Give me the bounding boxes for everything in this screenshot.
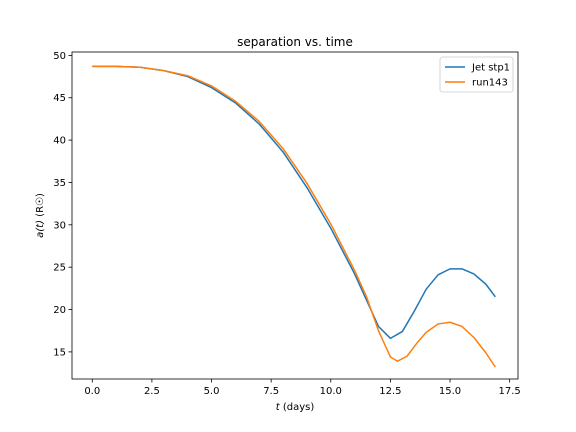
y-axis-label: a(t) (R☉) [35, 193, 46, 238]
legend: Jet stp1 run143 [439, 56, 514, 93]
x-tick-label: 5.0 [204, 386, 220, 397]
x-axis-label: t (days) [276, 402, 315, 413]
legend-label-2: run143 [472, 78, 508, 89]
x-tick-label: 2.5 [144, 386, 160, 397]
chart-title: separation vs. time [237, 35, 353, 49]
x-axis-label-unit: (days) [280, 402, 315, 413]
y-tick-label: 15 [53, 347, 66, 358]
x-tick-label: 10.0 [320, 386, 342, 397]
axes: 0.0 2.5 5.0 7.5 10.0 12.5 15.0 17.5 15 20 25 30 35 40… [35, 51, 521, 413]
x-axis-label-symbol: t [276, 402, 281, 413]
legend-box [439, 56, 514, 93]
y-tick-label: 20 [53, 305, 66, 316]
y-tick-label: 45 [53, 93, 66, 104]
y-axis-label-symbol: a(t) [35, 220, 46, 238]
y-axis-label-unit: (R☉) [35, 193, 46, 220]
plot-area [92, 65, 496, 368]
x-tick-label: 0.0 [84, 386, 100, 397]
x-tick-label: 17.5 [499, 386, 521, 397]
x-tick-label: 15.0 [439, 386, 461, 397]
series-line-2 [92, 65, 496, 368]
y-tick-label: 50 [53, 51, 66, 62]
axes-frame [71, 51, 519, 380]
y-tick-label: 35 [53, 178, 66, 189]
x-tick-label: 7.5 [263, 386, 279, 397]
y-tick-label: 40 [53, 136, 66, 147]
y-tick-label: 30 [53, 220, 66, 231]
legend-label-1: Jet stp1 [471, 63, 510, 74]
y-tick-label: 25 [53, 263, 66, 274]
x-tick-label: 12.5 [379, 386, 401, 397]
